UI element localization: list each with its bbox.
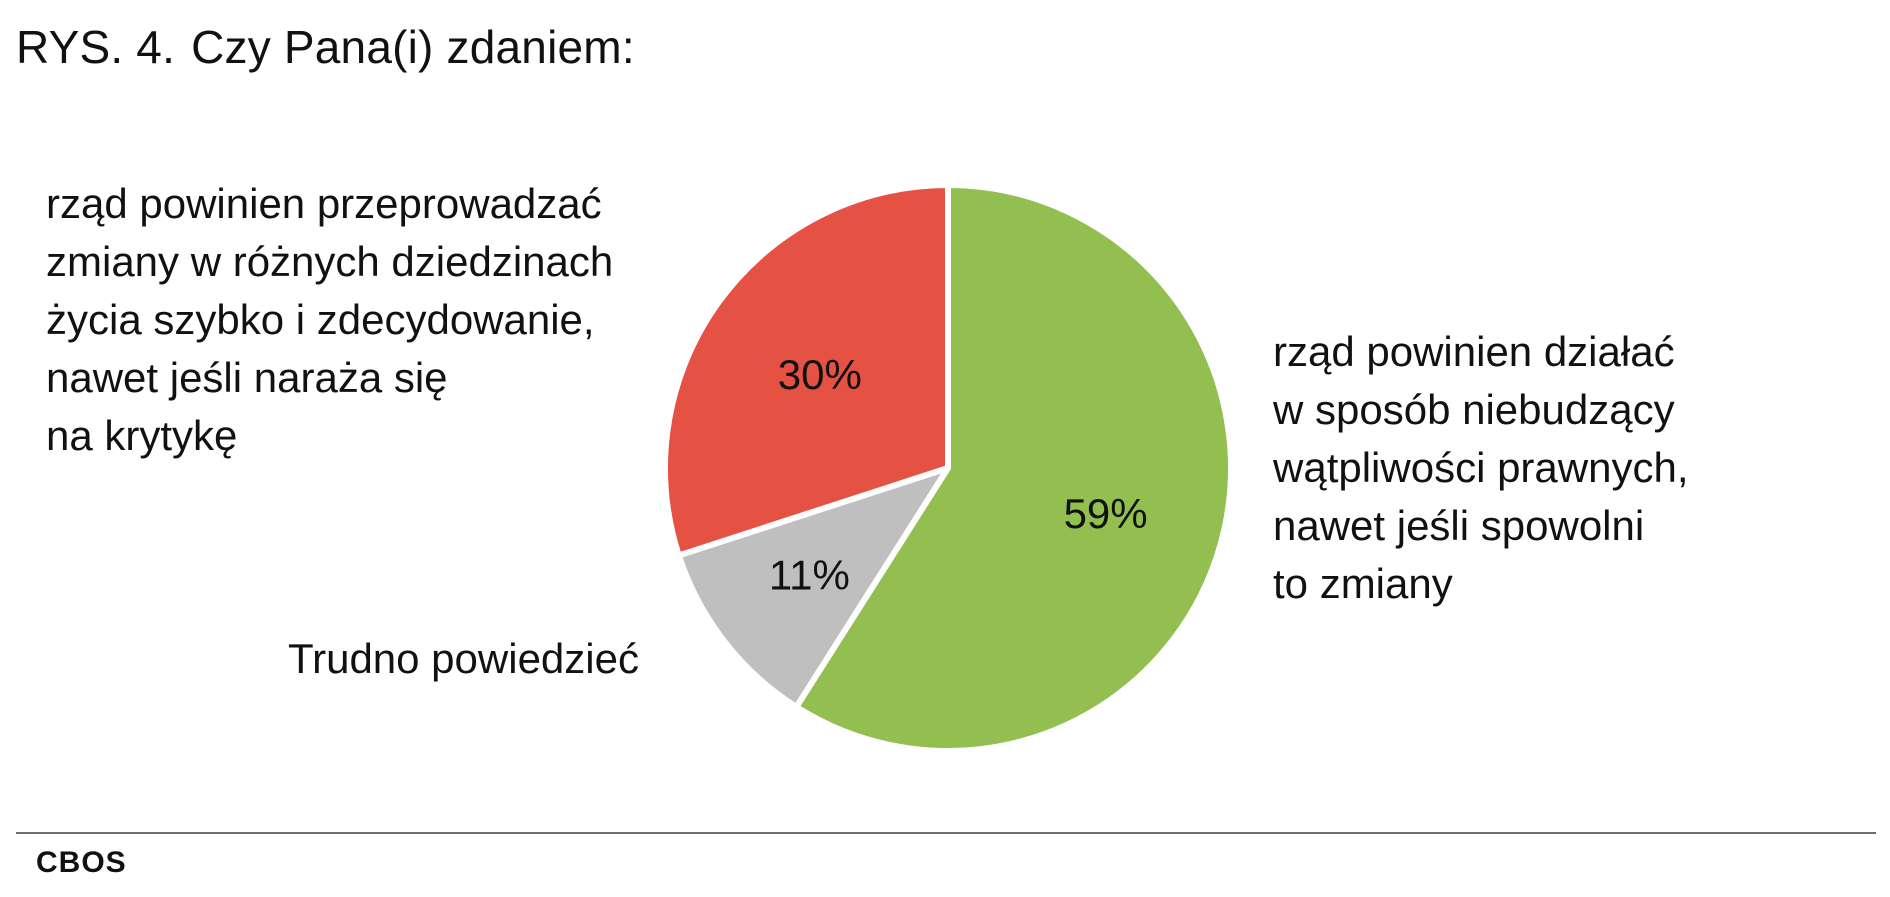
chart-title: RYS. 4. Czy Pana(i) zdaniem: <box>16 20 635 74</box>
legend-label-hard-to-say: Trudno powiedzieć <box>288 630 639 688</box>
slice-value-label: 59% <box>1064 490 1148 537</box>
label-line: rząd powinien przeprowadzać <box>46 180 602 227</box>
label-line: zmiany w różnych dziedzinach <box>46 238 614 285</box>
pie-slice-fast <box>662 182 951 559</box>
label-line: nawet jeśli naraża się <box>46 354 448 401</box>
source-label: CBOS <box>36 846 127 879</box>
label-line: rząd powinien działać <box>1273 328 1675 375</box>
pie-slice-lawful <box>793 182 1234 754</box>
label-line: życia szybko i zdecydowanie, <box>46 296 595 343</box>
legend-label-lawful-changes: rząd powinien działać w sposób niebudząc… <box>1273 323 1689 613</box>
footer-divider <box>16 832 1876 834</box>
figure-number: RYS. 4. <box>16 21 176 73</box>
slice-value-label: 11% <box>769 552 850 599</box>
pie-slice-hard-to-say <box>675 465 951 710</box>
label-line: na krytykę <box>46 412 238 459</box>
label-line: wątpliwości prawnych, <box>1273 444 1689 491</box>
label-line: to zmiany <box>1273 560 1453 607</box>
legend-label-fast-changes: rząd powinien przeprowadzać zmiany w róż… <box>46 175 613 465</box>
label-line: Trudno powiedzieć <box>288 635 639 682</box>
slice-value-label: 30% <box>778 351 862 398</box>
label-line: w sposób niebudzący <box>1273 386 1675 433</box>
label-line: nawet jeśli spowolni <box>1273 502 1645 549</box>
question-text: Czy Pana(i) zdaniem: <box>191 21 635 73</box>
